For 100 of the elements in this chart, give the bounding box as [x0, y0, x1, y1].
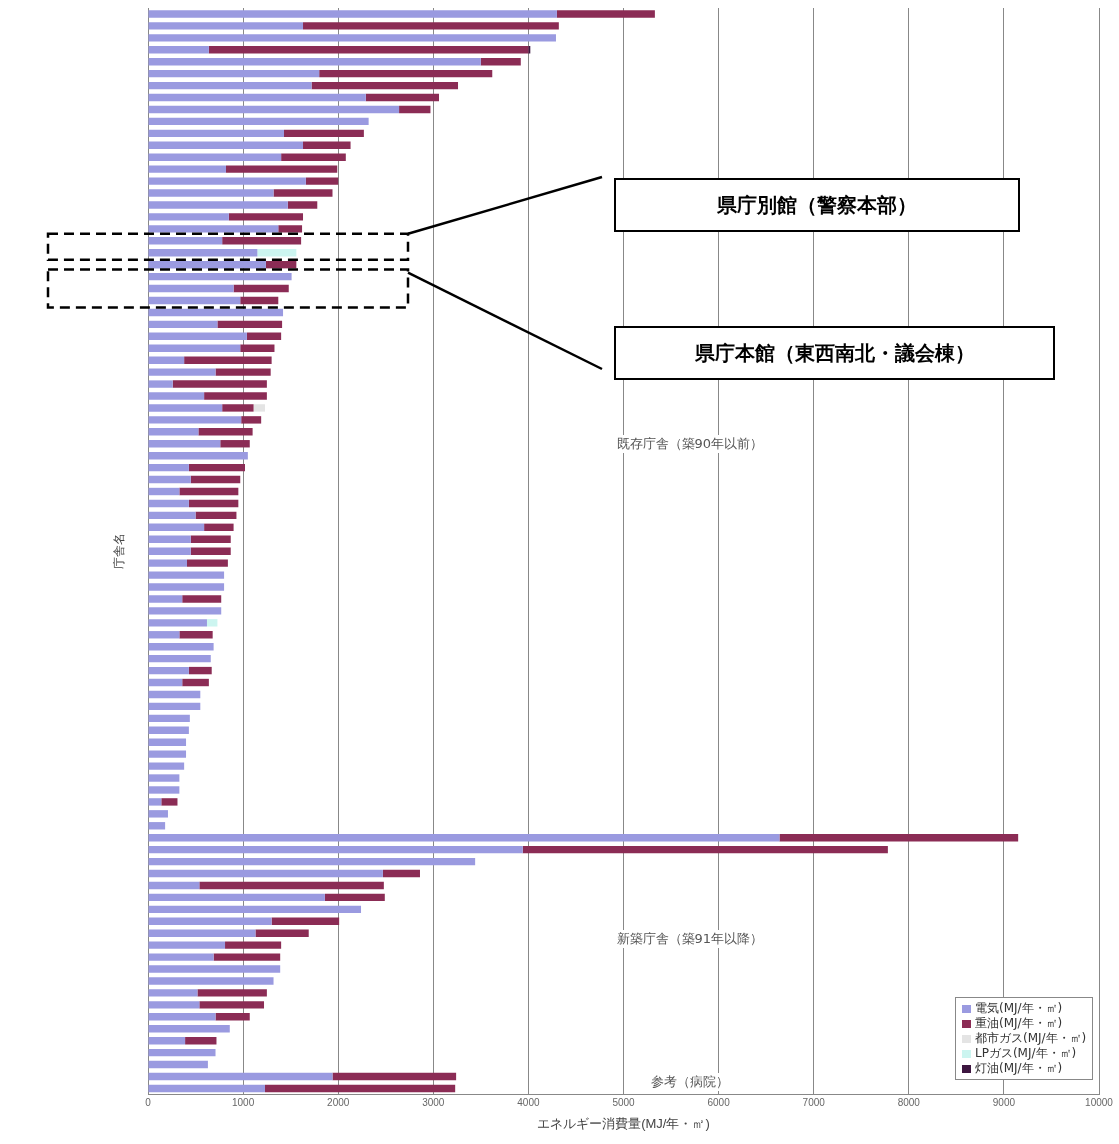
bar — [222, 404, 254, 412]
bar — [148, 834, 780, 842]
x-tick-label: 7000 — [802, 1097, 826, 1109]
bar — [148, 499, 189, 508]
legend-label: 灯油(MJ/年・㎡) — [975, 1060, 1063, 1078]
bar — [148, 631, 180, 639]
bar — [556, 10, 655, 18]
bar — [148, 332, 247, 341]
bar — [148, 463, 189, 472]
bar — [188, 499, 239, 508]
bar — [148, 654, 211, 663]
bar — [148, 523, 205, 532]
x-tick-label: 4000 — [517, 1097, 540, 1109]
bar — [148, 1001, 200, 1009]
bar — [148, 774, 180, 782]
x-tick-label: 6000 — [707, 1097, 731, 1109]
bar — [148, 284, 234, 293]
bar — [148, 905, 362, 914]
bar — [182, 595, 222, 603]
bar — [199, 1001, 265, 1009]
bar — [204, 392, 267, 400]
bar — [148, 129, 284, 138]
bar — [253, 404, 265, 412]
x-tick-label: 10000 — [1085, 1097, 1114, 1109]
bar — [148, 511, 196, 520]
bar — [148, 368, 216, 376]
callout-box: 県庁本館（東西南北・議会棟） — [614, 326, 1055, 380]
bar — [148, 1036, 186, 1045]
bar — [148, 869, 383, 878]
y-axis-title: 庁舎名 — [111, 533, 126, 570]
bar — [779, 834, 1019, 842]
bar — [148, 380, 173, 388]
bar — [148, 1048, 216, 1057]
bar — [303, 22, 559, 30]
bar — [148, 105, 400, 114]
legend-label: 重油(MJ/年・㎡) — [975, 1015, 1063, 1032]
bar — [148, 1060, 208, 1069]
bar — [213, 953, 281, 961]
bar — [148, 989, 198, 997]
bar — [283, 129, 364, 138]
bar — [287, 201, 318, 209]
bar — [184, 356, 272, 364]
bar — [148, 308, 284, 317]
annotation: 既存庁舎（築90年以前） — [614, 434, 766, 453]
bar — [148, 690, 201, 699]
bar — [185, 1036, 217, 1045]
bar — [148, 153, 282, 161]
bar — [303, 141, 351, 149]
bar — [148, 46, 209, 54]
bar — [172, 380, 267, 388]
bar — [305, 177, 339, 185]
bar — [148, 416, 242, 424]
x-tick-label: 8000 — [897, 1097, 921, 1109]
bar — [240, 296, 279, 305]
bar — [148, 93, 366, 102]
x-axis-title: エネルギー消費量(MJ/年・㎡) — [537, 1115, 710, 1131]
bar — [148, 607, 222, 615]
bar — [186, 559, 228, 567]
legend-label: 電気(MJ/年・㎡) — [975, 1000, 1063, 1017]
bar — [273, 189, 333, 197]
bar — [265, 260, 297, 269]
bar — [148, 714, 190, 723]
bar — [148, 547, 191, 555]
x-tick-label: 9000 — [992, 1097, 1016, 1109]
bar — [190, 475, 241, 484]
bar — [281, 153, 346, 161]
bar — [148, 953, 214, 961]
bar — [206, 619, 218, 627]
bar — [148, 810, 168, 818]
bar — [188, 666, 212, 675]
bar — [148, 356, 185, 364]
bar — [148, 201, 288, 209]
bar — [225, 165, 338, 173]
bar — [382, 869, 420, 878]
bar — [246, 332, 282, 341]
bar — [148, 320, 218, 329]
legend-label: 都市ガス(MJ/年・㎡) — [975, 1030, 1087, 1047]
bar — [225, 941, 282, 949]
bar — [148, 643, 214, 651]
bar — [199, 881, 384, 890]
callout-box: 県庁別館（警察本部） — [614, 178, 1020, 232]
bar — [264, 1084, 456, 1093]
x-tick-label: 0 — [145, 1097, 152, 1109]
bar — [148, 237, 223, 245]
bar — [148, 34, 556, 42]
bar — [148, 845, 523, 854]
bar — [148, 583, 225, 591]
bar — [198, 428, 253, 436]
bar — [148, 941, 226, 949]
bar — [148, 1013, 216, 1021]
bar — [179, 487, 239, 496]
bar — [324, 893, 385, 902]
bar — [148, 1072, 333, 1081]
bar — [228, 213, 304, 221]
bar — [241, 416, 262, 424]
bar — [215, 1013, 250, 1021]
bar — [480, 58, 521, 66]
bar — [148, 69, 320, 78]
bar — [190, 535, 231, 543]
bar — [148, 881, 200, 890]
